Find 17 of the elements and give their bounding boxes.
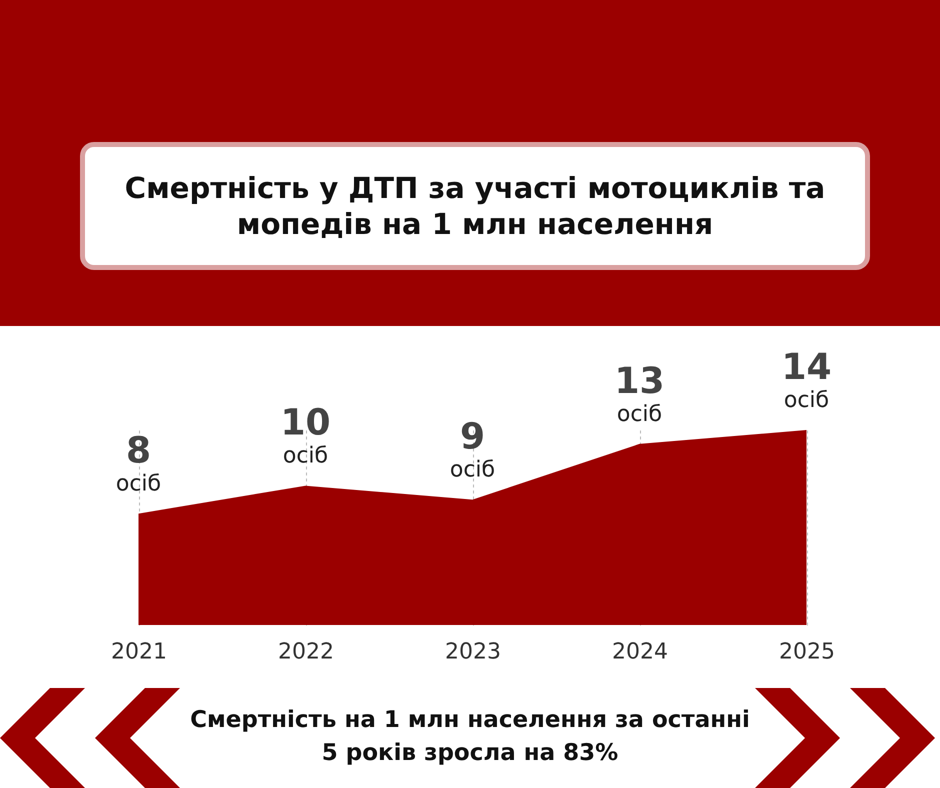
- data-label: 14: [781, 347, 832, 388]
- x-tick-label: 2025: [779, 640, 835, 664]
- annotation: осіб: [616, 402, 662, 427]
- annotation: осіб: [450, 458, 496, 483]
- data-label: 8: [126, 430, 152, 472]
- data-label: 10: [280, 402, 331, 444]
- annotation: осіб: [116, 472, 162, 497]
- text: Смертність на 1 млн населення за останні 5 років зросла на 83%: [190, 706, 750, 768]
- x-tick-label: 2021: [111, 640, 167, 664]
- annotation: осіб: [282, 444, 328, 469]
- data-label: 9: [460, 416, 486, 458]
- chart-title: Смертність у ДТП за участі мотоциклів та мопедів на 1 млн населення: [80, 142, 870, 270]
- x-tick-label: 2022: [278, 640, 334, 664]
- annotation: осіб: [784, 388, 830, 413]
- x-tick-label: 2024: [612, 640, 668, 664]
- data-label: 13: [614, 360, 665, 402]
- x-tick-label: 2023: [445, 640, 501, 664]
